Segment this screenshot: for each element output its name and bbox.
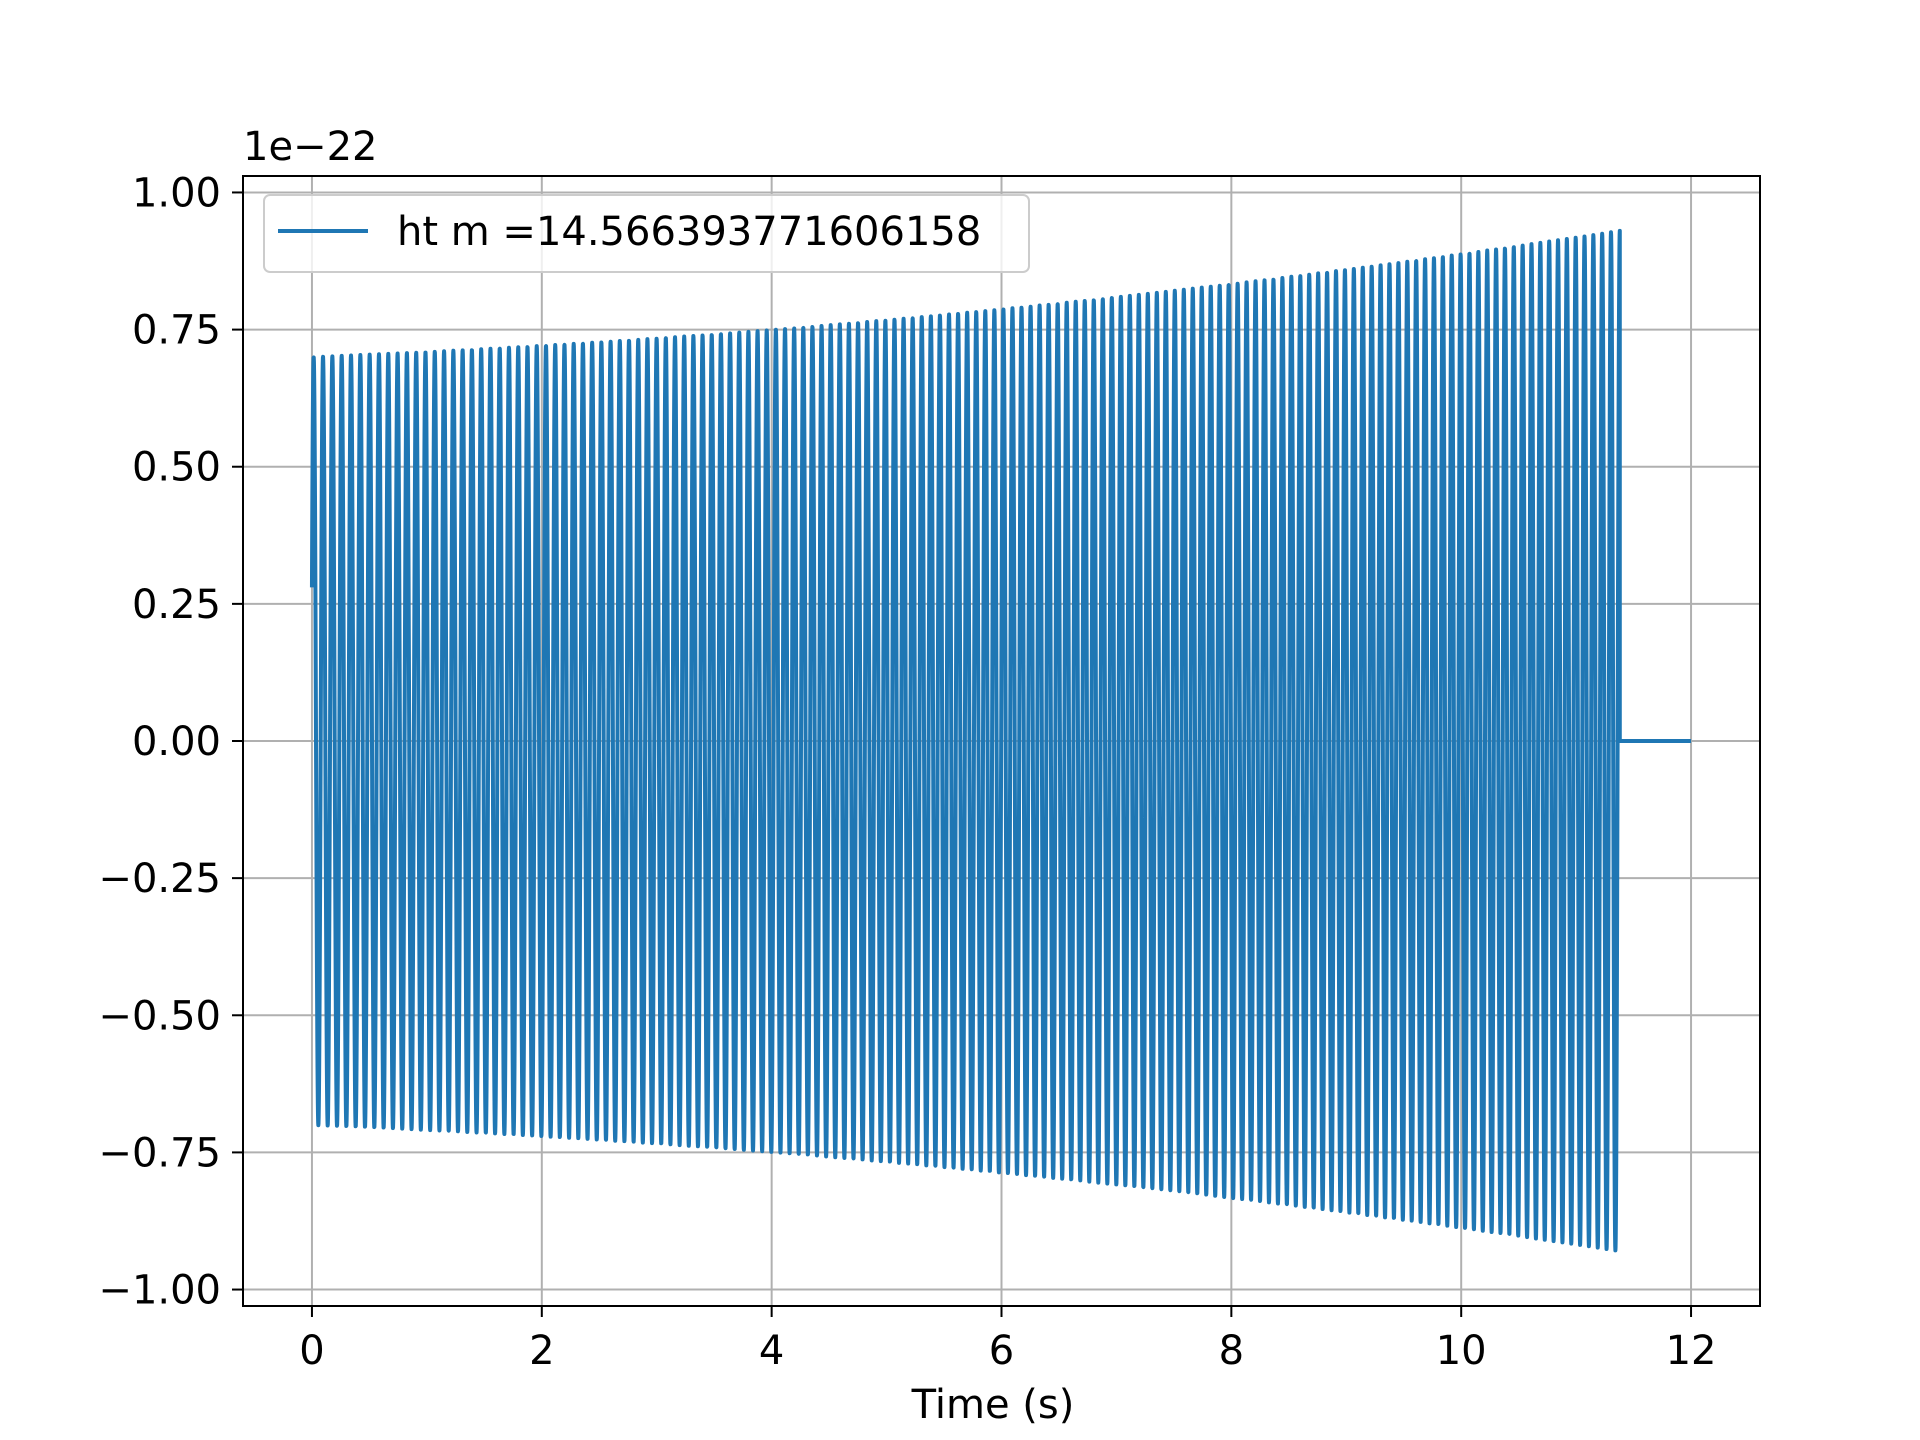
y-tick-label: −0.75 bbox=[98, 1130, 221, 1176]
y-tick-label: −0.25 bbox=[98, 856, 221, 902]
series-line bbox=[309, 228, 1692, 1253]
y-tick-label: 1.00 bbox=[132, 170, 221, 216]
y-tick-label: 0.00 bbox=[132, 719, 221, 765]
x-tick-label: 10 bbox=[1436, 1328, 1487, 1374]
y-axis-offset-label: 1e−22 bbox=[243, 124, 377, 170]
y-tick-label: −0.50 bbox=[98, 993, 221, 1039]
legend-label: ht m =14.566393771606158 bbox=[397, 209, 981, 255]
x-tick-label: 8 bbox=[1219, 1328, 1244, 1374]
x-axis-ticks: 0 2 4 6 8 10 12 bbox=[299, 1306, 1716, 1374]
x-tick-label: 4 bbox=[759, 1328, 784, 1374]
y-axis-ticks: 1.00 0.75 0.50 0.25 0.00 −0.25 −0.50 −0.75 −1.00 bbox=[98, 170, 243, 1314]
x-tick-label: 12 bbox=[1666, 1328, 1717, 1374]
legend: ht m =14.566393771606158 bbox=[263, 194, 1030, 273]
y-tick-label: 0.50 bbox=[132, 445, 221, 491]
y-tick-label: 0.75 bbox=[132, 308, 221, 354]
legend-box bbox=[263, 194, 1030, 273]
x-axis-label: Time (s) bbox=[911, 1382, 1075, 1428]
x-tick-label: 0 bbox=[299, 1328, 324, 1374]
x-tick-label: 2 bbox=[529, 1328, 554, 1374]
x-tick-label: 6 bbox=[989, 1328, 1014, 1374]
y-tick-label: −1.00 bbox=[98, 1268, 221, 1314]
y-tick-label: 0.25 bbox=[132, 582, 221, 628]
plot-area bbox=[309, 228, 1692, 1253]
